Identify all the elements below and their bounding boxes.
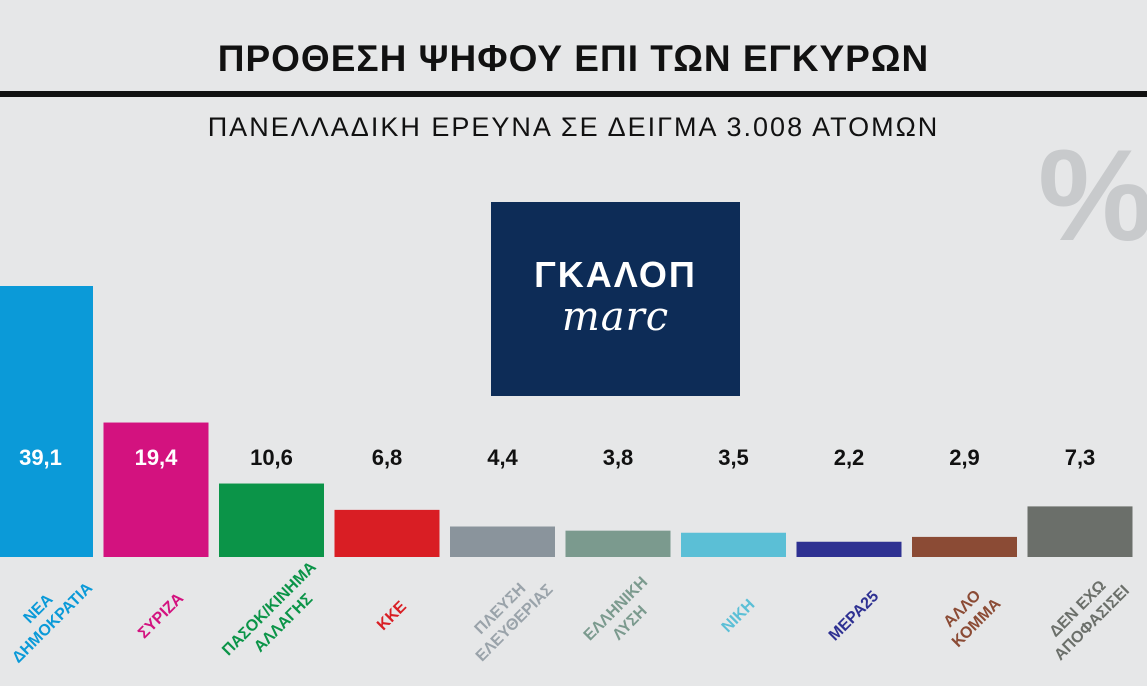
category-label-line: ΚΚΕ (374, 598, 410, 634)
bar-5 (565, 530, 671, 557)
category-label-line: ΝΙΚΗ (719, 596, 759, 636)
value-label-7: 2,2 (834, 445, 865, 470)
bar-6 (681, 532, 786, 557)
value-label-8: 2,9 (949, 445, 980, 470)
bar-4 (450, 526, 555, 557)
value-label-0: 39,1 (19, 445, 62, 470)
category-label-6: ΝΙΚΗ (719, 596, 759, 636)
value-label-1: 19,4 (135, 445, 179, 470)
bar-8 (912, 536, 1017, 557)
value-label-2: 10,6 (250, 445, 293, 470)
value-label-3: 6,8 (372, 445, 403, 470)
category-label-line: ΜΕΡΑ25 (826, 588, 883, 645)
value-label-4: 4,4 (487, 445, 518, 470)
category-label-3: ΚΚΕ (374, 598, 410, 634)
bar-0 (0, 286, 93, 557)
bar-7 (796, 541, 902, 557)
category-label-1: ΣΥΡΙΖΑ (135, 590, 187, 642)
bar-9 (1027, 506, 1133, 557)
category-label-line: ΣΥΡΙΖΑ (135, 590, 187, 642)
value-label-5: 3,8 (603, 445, 634, 470)
logo-line1: ΓΚΑΛΟΠ (534, 254, 697, 295)
chart-subtitle: ΠΑΝΕΛΛΑΔΙΚΗ ΕΡΕΥΝΑ ΣΕ ΔΕΙΓΜΑ 3.008 ΑΤΟΜΩ… (207, 112, 940, 142)
pollster-logo: ΓΚΑΛΟΠ marc (491, 202, 740, 396)
chart-title: ΠΡΟΘΕΣΗ ΨΗΦΟΥ ΕΠΙ ΤΩΝ ΕΓΚΥΡΩΝ (217, 38, 930, 79)
category-label-line: ΔΗΜΟΚΡΑΤΙΑ (9, 579, 96, 666)
logo-line2: marc (561, 294, 670, 340)
value-label-9: 7,3 (1065, 445, 1096, 470)
bar-1 (103, 422, 209, 557)
bar-2 (219, 483, 324, 557)
title-rule (0, 91, 1147, 97)
percent-symbol: % (1038, 122, 1147, 268)
bar-3 (334, 509, 440, 557)
category-label-7: ΜΕΡΑ25 (826, 588, 883, 645)
value-label-6: 3,5 (718, 445, 749, 470)
